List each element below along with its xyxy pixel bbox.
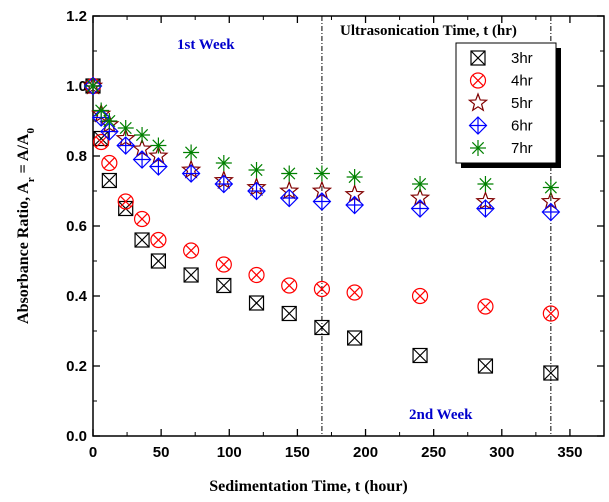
point-3hr [281, 305, 297, 322]
point-4hr [93, 133, 110, 151]
point-3hr [101, 172, 117, 189]
point-6hr [541, 202, 561, 222]
legend-label-5hr: 5hr [511, 95, 533, 112]
legend-marker-6hr [468, 116, 488, 135]
point-7hr [85, 78, 101, 94]
x-axis-title: Sedimentation Time, t (hour) [209, 478, 408, 495]
legend-label-3hr: 3hr [511, 50, 533, 67]
point-6hr [410, 199, 430, 218]
point-4hr [150, 231, 167, 249]
point-7hr [542, 179, 559, 196]
point-6hr [345, 195, 364, 215]
point-7hr [134, 127, 151, 143]
legend-items: 3hr 4hr 5hr 6hr 7hr [467, 50, 533, 157]
y-tick-label: 0.4 [66, 288, 88, 305]
point-7hr [477, 176, 494, 192]
point-4hr [346, 284, 363, 301]
y-axis-title-equation: = A/A [15, 133, 32, 177]
point-4hr [313, 280, 331, 298]
point-6hr [116, 136, 136, 155]
point-6hr [279, 188, 299, 208]
legend-marker-3hr [470, 50, 486, 66]
point-6hr [476, 199, 495, 218]
point-7hr [281, 165, 298, 182]
y-tick-label: 0.0 [66, 428, 87, 445]
point-7hr [346, 169, 363, 185]
point-4hr [117, 193, 134, 210]
point-7hr [93, 102, 110, 119]
y-axis-title-subscript-0: 0 [25, 128, 37, 134]
point-7hr [313, 165, 330, 182]
x-tick-label: 0 [89, 444, 97, 461]
point-4hr [477, 298, 494, 315]
x-tick-label: 350 [557, 444, 582, 461]
point-4hr [133, 210, 151, 228]
y-tick-label: 1.2 [66, 8, 87, 25]
point-3hr [150, 253, 167, 269]
annotation-1st-week: 1st Week [177, 37, 235, 53]
point-4hr [248, 266, 265, 284]
point-6hr [149, 157, 168, 176]
point-4hr [411, 287, 429, 305]
point-4hr [542, 305, 559, 322]
point-3hr [93, 130, 109, 147]
point-6hr [312, 192, 332, 211]
legend: 3hr 4hr 5hr 6hr 7hr [455, 42, 561, 168]
legend-marker-7hr [470, 140, 486, 156]
point-6hr [181, 164, 201, 183]
point-3hr [347, 330, 363, 346]
point-3hr [412, 347, 428, 364]
point-6hr [247, 181, 266, 201]
series-4hr [84, 77, 559, 322]
x-tick-label: 150 [285, 444, 310, 461]
point-3hr [134, 232, 150, 248]
x-tick-label: 100 [217, 444, 242, 461]
legend-label-6hr: 6hr [511, 118, 533, 135]
legend-label-4hr: 4hr [511, 73, 533, 90]
point-7hr [117, 120, 134, 136]
x-tick-label: 250 [421, 444, 446, 461]
y-tick-label: 0.2 [66, 358, 87, 375]
point-7hr [101, 113, 118, 129]
point-4hr [101, 154, 118, 172]
annotation-ultrasonication-time: Ultrasonication Time, t (hr) [340, 23, 517, 39]
point-4hr [215, 256, 232, 273]
point-3hr [248, 295, 265, 311]
x-tick-label: 200 [353, 444, 378, 461]
point-7hr [150, 137, 167, 154]
point-3hr [183, 267, 199, 283]
data-series [82, 75, 562, 381]
annotation-2nd-week: 2nd Week [409, 407, 473, 423]
y-axis-title: Absorbance Ratio, Ar = A/A0 [15, 128, 37, 324]
axis-ticks [92, 15, 604, 437]
tick-labels: 0 50 100 150 200 250 300 350 0.0 0.2 0.4 0.6 0.8 1.0 1… [66, 8, 582, 461]
point-7hr [183, 144, 200, 161]
point-7hr [215, 155, 232, 171]
point-4hr [183, 242, 200, 259]
point-3hr [216, 277, 232, 294]
y-axis-title-subscript-r: r [25, 177, 37, 182]
point-3hr [314, 319, 330, 336]
series-7hr [85, 78, 559, 196]
point-6hr [132, 150, 152, 169]
legend-marker-4hr [469, 72, 487, 89]
point-3hr [543, 365, 559, 381]
x-tick-label: 50 [153, 444, 170, 461]
y-tick-label: 0.8 [66, 148, 87, 165]
point-7hr [412, 176, 429, 192]
legend-marker-5hr [467, 92, 489, 112]
y-tick-label: 0.6 [66, 218, 87, 235]
series-6hr [83, 76, 561, 222]
y-axis-title-main: Absorbance Ratio, A [15, 182, 32, 324]
point-7hr [248, 162, 265, 178]
y-tick-label: 1.0 [66, 78, 87, 95]
point-4hr [281, 277, 298, 294]
x-tick-label: 300 [489, 444, 514, 461]
point-3hr [477, 358, 494, 374]
point-6hr [214, 174, 234, 194]
legend-label-7hr: 7hr [511, 140, 533, 157]
